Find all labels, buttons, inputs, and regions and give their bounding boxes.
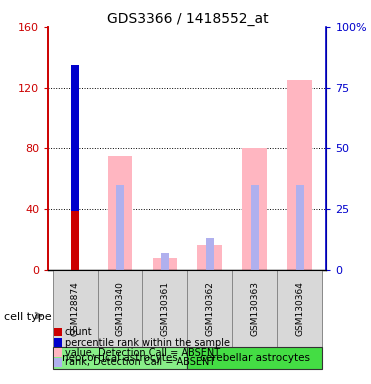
Bar	[98, 270, 142, 347]
Text: value, Detection Call = ABSENT: value, Detection Call = ABSENT	[65, 348, 220, 358]
Title: GDS3366 / 1418552_at: GDS3366 / 1418552_at	[106, 12, 268, 26]
Text: cell type: cell type	[4, 312, 51, 322]
Text: GSM130363: GSM130363	[250, 281, 259, 336]
Bar	[161, 253, 169, 270]
Text: count: count	[65, 327, 92, 337]
Bar	[206, 238, 214, 270]
Bar	[197, 245, 222, 270]
Bar	[277, 270, 322, 347]
Text: cerebellar astrocytes: cerebellar astrocytes	[200, 353, 310, 363]
Text: GSM130340: GSM130340	[115, 281, 125, 336]
Bar	[53, 347, 187, 369]
Bar	[187, 270, 232, 347]
Bar	[54, 338, 62, 347]
Text: rank, Detection Call = ABSENT: rank, Detection Call = ABSENT	[65, 358, 215, 367]
Bar	[54, 348, 62, 357]
Text: GSM130361: GSM130361	[160, 281, 170, 336]
Bar	[152, 258, 177, 270]
Bar	[116, 185, 124, 270]
Text: GSM130362: GSM130362	[205, 281, 214, 336]
Text: neocortical astrocytes: neocortical astrocytes	[62, 353, 178, 363]
Bar	[187, 347, 322, 369]
Bar	[108, 156, 132, 270]
Bar	[232, 270, 277, 347]
Bar	[242, 148, 267, 270]
Bar	[54, 328, 62, 336]
Text: percentile rank within the sample: percentile rank within the sample	[65, 338, 230, 348]
Text: GSM130364: GSM130364	[295, 281, 304, 336]
Bar	[296, 185, 303, 270]
Bar	[142, 270, 187, 347]
Bar	[251, 185, 259, 270]
Bar	[71, 65, 79, 210]
Bar	[71, 65, 79, 270]
Bar	[287, 80, 312, 270]
Text: GSM128874: GSM128874	[70, 281, 80, 336]
Bar	[53, 270, 98, 347]
Bar	[54, 358, 62, 367]
